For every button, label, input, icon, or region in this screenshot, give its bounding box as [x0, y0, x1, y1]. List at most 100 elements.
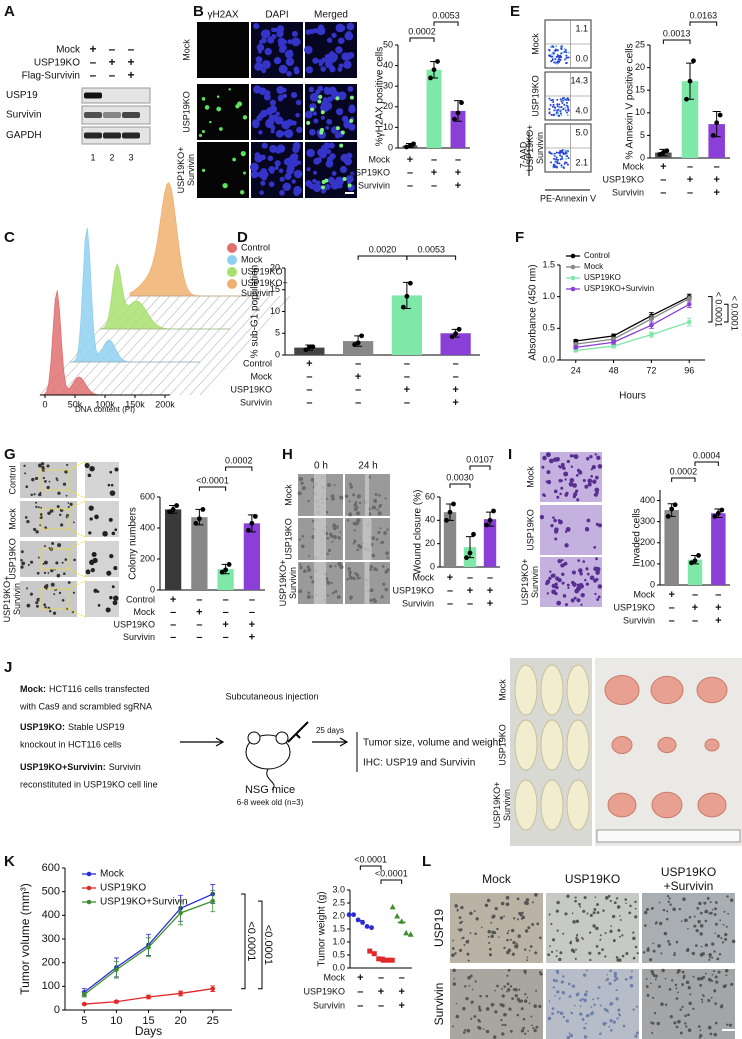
flow-event — [557, 55, 560, 58]
ihc-image-spot — [714, 1002, 718, 1006]
ihc-image-spot — [609, 929, 613, 933]
x-tick-label: 10 — [110, 1015, 122, 1027]
condition-sign: – — [453, 358, 459, 370]
ihc-image-spot — [645, 985, 649, 988]
ihc-image-spot — [688, 915, 692, 919]
colony-image-spot — [89, 517, 93, 521]
ihc-image-spot — [613, 974, 617, 978]
flow-event — [552, 101, 555, 104]
ihc-image-spot — [506, 982, 510, 986]
ihc-image-spot — [605, 896, 609, 900]
invasion-image-spot — [594, 475, 599, 480]
ihc-image-spot — [525, 901, 529, 906]
invasion-image-spot — [562, 594, 567, 598]
ihc-image-spot — [702, 975, 706, 979]
invasion-image-spot — [574, 588, 580, 594]
ihc-image-spot — [656, 1021, 660, 1026]
invasion-image-spot — [578, 568, 583, 573]
flow-event — [555, 56, 558, 59]
p-value: 0.0053 — [432, 10, 460, 20]
micrograph-spot — [335, 96, 340, 101]
ihc-image-spot — [720, 937, 723, 940]
ihc-image-spot — [505, 902, 510, 907]
micrograph-spot — [268, 165, 276, 173]
condition-sign: + — [196, 606, 202, 618]
flow-event — [564, 58, 567, 61]
ihc-image-spot — [731, 939, 736, 944]
depth-line — [169, 295, 261, 396]
ihc-image-spot — [500, 901, 505, 906]
wound-image-spot — [326, 580, 331, 585]
data-point — [376, 956, 382, 962]
ihc-image-spot — [582, 938, 584, 940]
data-point — [407, 280, 413, 286]
ihc-image-spot — [552, 986, 555, 989]
wound-image-spot — [330, 534, 334, 538]
condition-label: Control — [126, 594, 155, 604]
bar — [243, 523, 261, 590]
micrograph-spot — [308, 183, 315, 190]
data-point — [306, 344, 312, 350]
ihc-image-spot — [684, 1014, 687, 1018]
micrograph-spot — [276, 144, 286, 153]
data-point — [491, 508, 496, 514]
ihc-image-spot — [547, 1016, 552, 1021]
ihc-image-spot — [458, 948, 463, 952]
wound-gap — [314, 518, 326, 560]
colony-image-spot — [43, 571, 47, 575]
flow-event — [559, 158, 562, 161]
ihc-image-spot — [650, 1021, 653, 1024]
ihc-image-spot — [715, 980, 719, 984]
y-tick-label: 100 — [640, 558, 655, 568]
ihc-image-spot — [697, 920, 701, 924]
condition-sign: – — [378, 1000, 384, 1012]
significance-bracket — [689, 21, 718, 26]
flow-event — [560, 45, 563, 48]
ihc-image-spot — [694, 944, 698, 947]
micrograph-spot — [313, 170, 318, 175]
flow-event — [559, 112, 562, 115]
micrograph-spot — [284, 129, 294, 139]
quadrant-value: 0.0 — [575, 53, 588, 63]
ihc-image-spot — [681, 970, 685, 974]
flow-event — [556, 98, 559, 101]
flow-event — [562, 108, 565, 111]
x-tick-label: 25 — [207, 1015, 219, 1027]
micrograph-spot — [331, 32, 337, 38]
ihc-image-spot — [645, 908, 649, 912]
ihc-image-spot — [716, 934, 721, 938]
colony-image-spot — [109, 554, 114, 559]
invasion-image-spot — [564, 530, 568, 533]
micrograph-spot — [260, 110, 267, 116]
condition-sign: – — [170, 619, 176, 631]
micrograph-spot — [328, 64, 334, 70]
ihc-image-spot — [505, 895, 510, 900]
wound-image-spot — [299, 563, 302, 566]
blot-row-label: Flag-Survivin — [22, 71, 80, 82]
ihc-column: USP19KO +Survivin — [661, 865, 716, 893]
panel-label: B — [193, 3, 204, 20]
colony-image-spot — [44, 526, 48, 530]
y-tick-label: 0 — [640, 152, 645, 162]
ihc-image-spot — [485, 1029, 490, 1034]
micrograph-spot — [295, 99, 302, 106]
wound-image-spot — [334, 565, 337, 568]
ihc-image-spot — [697, 1025, 701, 1028]
wound-image-spot — [349, 485, 354, 489]
ihc-image-spot — [575, 936, 578, 940]
image-row-label-line: USP19KO+ — [2, 576, 12, 623]
ihc-image-spot — [646, 993, 650, 997]
image-row-label: Control — [7, 465, 17, 494]
ihc-image-spot — [575, 938, 580, 943]
colony-image-spot — [111, 531, 116, 536]
data-point — [359, 333, 365, 339]
ihc-image-spot — [503, 915, 505, 918]
colony-image — [20, 541, 77, 577]
ihc-image-spot — [664, 1003, 668, 1006]
y-tick-label: 15 — [635, 85, 645, 95]
micrograph-spot — [271, 105, 276, 110]
micrograph-spot — [265, 118, 275, 128]
data-point — [114, 999, 119, 1005]
imaging-row: USP19KO — [181, 91, 191, 133]
wound-image-spot — [371, 505, 376, 510]
